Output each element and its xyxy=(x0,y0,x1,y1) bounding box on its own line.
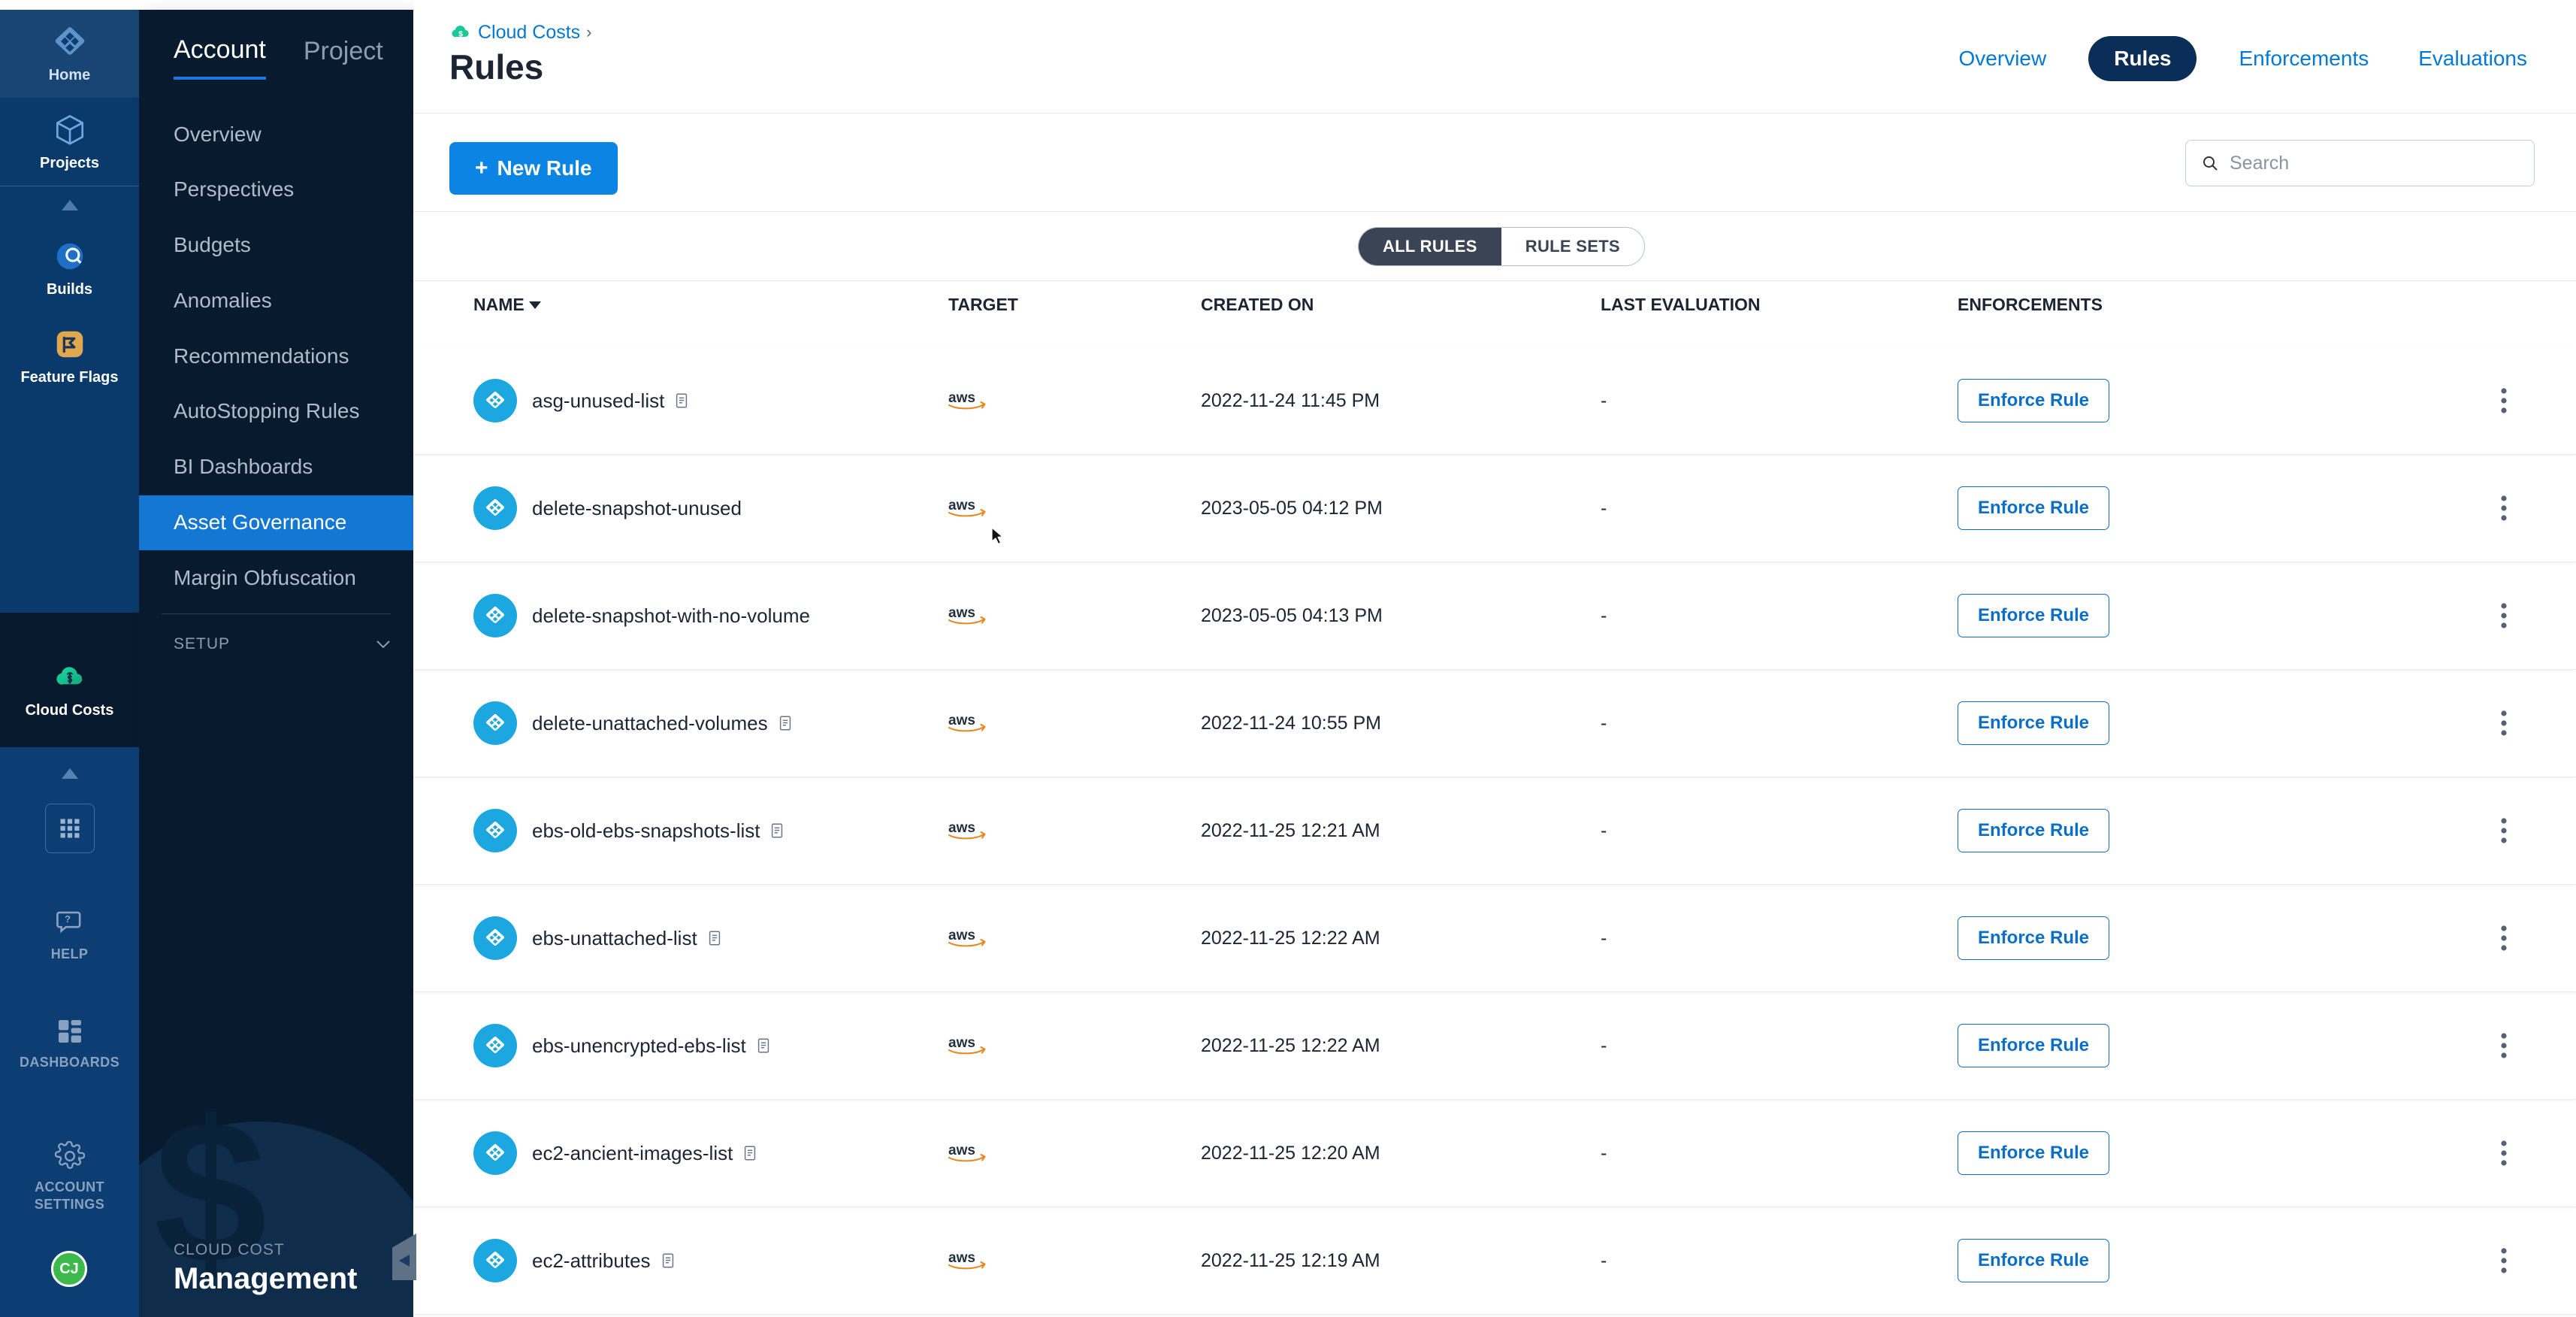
svg-text:aws: aws xyxy=(948,713,975,728)
svg-text:aws: aws xyxy=(948,605,975,621)
svg-text:?: ? xyxy=(65,913,71,925)
svg-text:$: $ xyxy=(458,29,463,38)
svg-text:aws: aws xyxy=(948,390,975,406)
svg-text:aws: aws xyxy=(948,1250,975,1266)
svg-text:aws: aws xyxy=(948,820,975,836)
svg-text:aws: aws xyxy=(948,928,975,943)
svg-text:aws: aws xyxy=(948,1143,975,1158)
svg-text:aws: aws xyxy=(948,498,975,513)
svg-text:aws: aws xyxy=(948,1035,975,1051)
svg-text:$: $ xyxy=(67,674,72,684)
